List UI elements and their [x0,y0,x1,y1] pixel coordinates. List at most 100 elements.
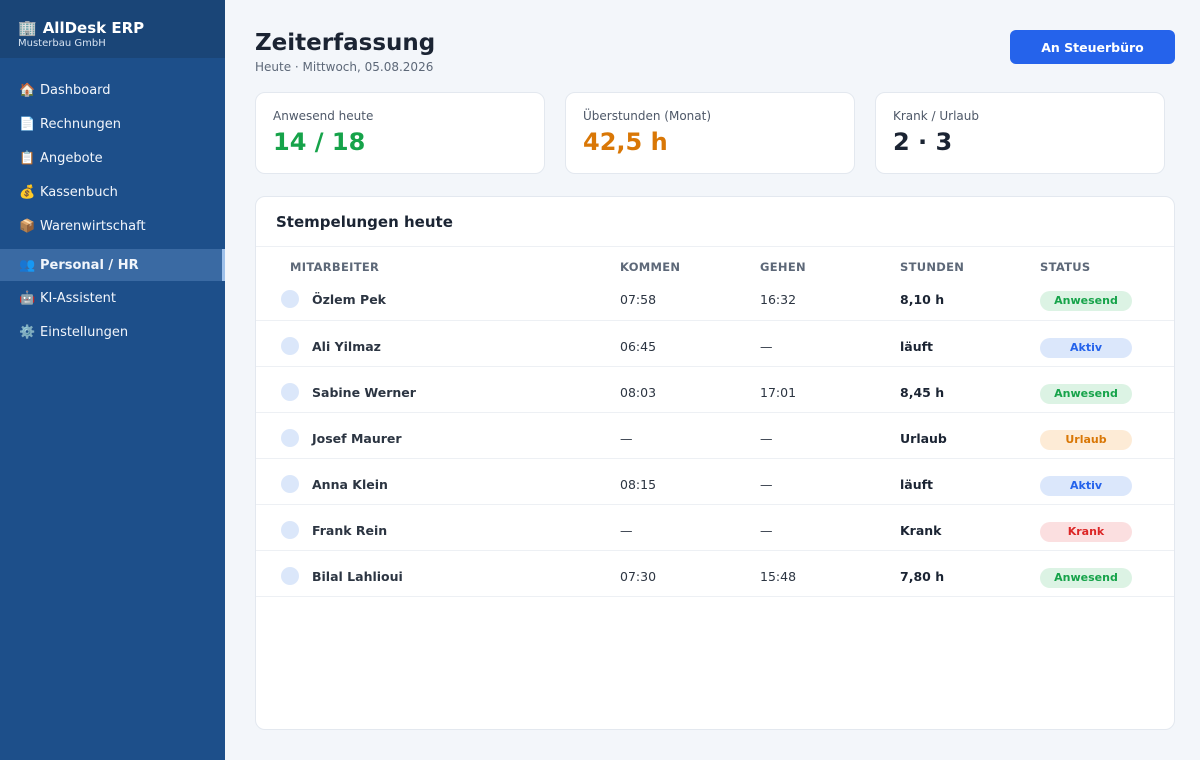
column-header-clock-in[interactable]: KOMMEN [620,260,681,274]
hours-value: 8,10 h [900,292,945,307]
clock-in-time: 07:58 [620,292,657,307]
status-badge: Anwesend [1040,384,1132,404]
building-icon: 🏢 [18,19,37,37]
sidebar-nav: 🏠 Dashboard 📄 Rechnungen 📋 Angebote 💰 Kassenbuc… [0,58,225,349]
avatar [281,475,299,493]
sidebar-item-label: Personal / HR [40,257,139,273]
send-to-tax-office-button[interactable]: An Steuerbüro [1010,30,1175,64]
status-badge: Anwesend [1040,291,1132,311]
status-badge: Anwesend [1040,568,1132,588]
status-badge: Aktiv [1040,476,1132,496]
employee-name: Bilal Lahlioui [312,569,403,584]
clock-in-time: — [620,431,633,446]
clock-in-time: — [620,523,633,538]
sidebar-item-einstellungen[interactable]: ⚙️ Einstellungen [0,315,225,349]
kpi-value: 42,5 h [583,128,668,156]
gear-icon: ⚙️ [19,324,36,340]
sidebar-item-ki-assistent[interactable]: 🤖 KI-Assistent [0,281,225,315]
table-row[interactable]: Sabine Werner 08:03 17:01 8,45 h Anwesend [256,367,1174,413]
employee-name: Ali Yilmaz [312,339,381,354]
people-icon: 👥 [19,257,36,273]
sidebar-item-kassenbuch[interactable]: 💰 Kassenbuch [0,175,225,209]
kpi-value: 14 / 18 [273,128,366,156]
clock-out-time: 15:48 [760,569,797,584]
avatar [281,290,299,308]
money-bag-icon: 💰 [19,184,36,200]
employee-name: Özlem Pek [312,292,386,307]
brand-title-row: 🏢 AllDesk ERP [18,19,225,37]
status-badge: Aktiv [1040,338,1132,358]
column-header-employee[interactable]: MITARBEITER [290,260,380,274]
kpi-card-sick-vacation: Krank / Urlaub 2 · 3 [875,92,1165,174]
sidebar-item-label: Kassenbuch [40,184,118,200]
sidebar-item-label: Rechnungen [40,116,122,132]
clock-out-time: — [760,339,773,354]
hours-value: Krank [900,523,942,538]
employee-name: Sabine Werner [312,385,416,400]
kpi-value: 2 · 3 [893,128,953,156]
column-header-clock-out[interactable]: GEHEN [760,260,806,274]
kpi-label: Anwesend heute [273,109,374,123]
document-icon: 📄 [19,116,36,132]
table-row[interactable]: Ali Yilmaz 06:45 — läuft Aktiv [256,321,1174,367]
home-icon: 🏠 [19,82,36,98]
employee-name: Frank Rein [312,523,388,538]
clock-out-time: — [760,523,773,538]
table-row[interactable]: Frank Rein — — Krank Krank [256,505,1174,551]
clock-in-time: 08:15 [620,477,657,492]
kpi-card-overtime: Überstunden (Monat) 42,5 h [565,92,855,174]
employee-name: Josef Maurer [312,431,402,446]
hours-value: 7,80 h [900,569,945,584]
avatar [281,521,299,539]
sidebar-item-angebote[interactable]: 📋 Angebote [0,141,225,175]
sidebar: 🏢 AllDesk ERP Musterbau GmbH 🏠 Dashboard 📄… [0,0,225,760]
table-row[interactable]: Anna Klein 08:15 — läuft Aktiv [256,459,1174,505]
robot-icon: 🤖 [19,290,36,306]
table-row[interactable]: Josef Maurer — — Urlaub Urlaub [256,413,1174,459]
sidebar-item-label: KI-Assistent [40,290,117,306]
clock-out-time: — [760,431,773,446]
avatar [281,567,299,585]
clock-in-time: 07:30 [620,569,657,584]
clipboard-icon: 📋 [19,150,36,166]
brand-title: AllDesk ERP [42,19,145,37]
table-row[interactable]: Özlem Pek 07:58 16:32 8,10 h Anwesend [256,285,1174,321]
status-badge: Urlaub [1040,430,1132,450]
clock-out-time: 16:32 [760,292,797,307]
sidebar-item-dashboard[interactable]: 🏠 Dashboard [0,73,225,107]
panel-title: Stempelungen heute [256,197,1174,247]
table-header: MITARBEITER KOMMEN GEHEN STUNDEN STATUS [256,247,1174,285]
table-row[interactable]: Bilal Lahlioui 07:30 15:48 7,80 h Anwesend [256,551,1174,597]
clock-in-time: 08:03 [620,385,657,400]
kpi-card-present: Anwesend heute 14 / 18 [255,92,545,174]
hours-value: läuft [900,477,934,492]
avatar [281,429,299,447]
sidebar-item-label: Einstellungen [40,324,129,340]
sidebar-item-rechnungen[interactable]: 📄 Rechnungen [0,107,225,141]
package-icon: 📦 [19,218,36,234]
main-content: Zeiterfassung Heute · Mittwoch, 05.08.20… [225,0,1200,760]
kpi-label: Krank / Urlaub [893,109,980,123]
sidebar-item-personal-hr[interactable]: 👥 Personal / HR [0,249,225,281]
sidebar-item-label: Angebote [40,150,103,166]
hours-value: Urlaub [900,431,947,446]
hours-value: 8,45 h [900,385,945,400]
avatar [281,383,299,401]
column-header-status[interactable]: STATUS [1040,260,1091,274]
page-title: Zeiterfassung [255,30,436,56]
avatar [281,337,299,355]
sidebar-item-label: Dashboard [40,82,111,98]
hours-value: läuft [900,339,934,354]
clock-out-time: — [760,477,773,492]
sidebar-item-label: Warenwirtschaft [40,218,146,234]
table-body: Özlem Pek 07:58 16:32 8,10 h Anwesend Ali Yil… [256,285,1174,597]
kpi-label: Überstunden (Monat) [583,109,712,123]
clock-out-time: 17:01 [760,385,797,400]
brand: 🏢 AllDesk ERP Musterbau GmbH [0,0,225,58]
timestamps-panel: Stempelungen heute MITARBEITER KOMMEN GE… [255,196,1175,730]
sidebar-item-warenwirtschaft[interactable]: 📦 Warenwirtschaft [0,209,225,243]
employee-name: Anna Klein [312,477,388,492]
page-subtitle: Heute · Mittwoch, 05.08.2026 [255,60,434,74]
clock-in-time: 06:45 [620,339,657,354]
column-header-hours[interactable]: STUNDEN [900,260,965,274]
